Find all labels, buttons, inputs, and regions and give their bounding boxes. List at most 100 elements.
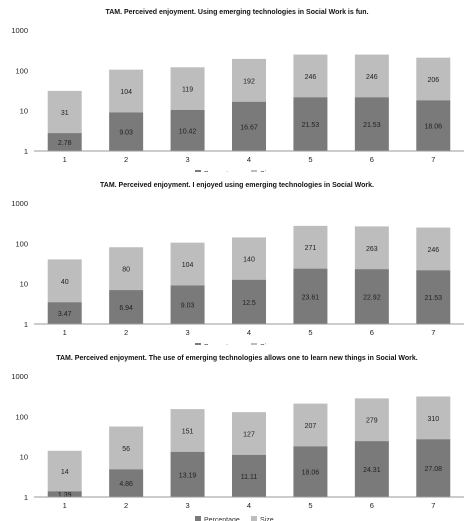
data-label-size: 104 <box>182 262 194 269</box>
chart-panel-2: TAM. Perceived enjoyment. I enjoyed usin… <box>11 182 464 345</box>
data-label-percentage: 21.53 <box>302 122 320 129</box>
data-label-size: 271 <box>305 245 317 252</box>
data-label-size: 207 <box>305 423 317 430</box>
bar-size <box>293 54 328 98</box>
bar-percentage <box>416 100 451 151</box>
data-label-percentage: 16.67 <box>240 124 258 131</box>
bar-size <box>47 259 82 303</box>
y-tick-label: 1000 <box>11 199 28 208</box>
chart-title: TAM. Perceived enjoyment. I enjoyed usin… <box>100 182 374 189</box>
bar-percentage <box>293 446 328 497</box>
bar-size <box>416 57 451 101</box>
legend-swatch-percentage <box>195 343 201 345</box>
bar-percentage <box>109 290 144 324</box>
bar-percentage <box>109 469 144 497</box>
bar-size <box>354 398 389 442</box>
x-tick-label: 5 <box>308 501 312 510</box>
y-tick-label: 1000 <box>11 372 28 381</box>
data-label-percentage: 6.94 <box>119 305 133 312</box>
bar-size <box>109 426 144 470</box>
data-label-percentage: 18.06 <box>425 124 443 131</box>
legend-swatch-size <box>251 516 257 521</box>
data-label-percentage: 22.92 <box>363 295 381 302</box>
x-tick-label: 7 <box>431 328 435 337</box>
bar-percentage <box>354 441 389 497</box>
bar-percentage <box>293 268 328 324</box>
legend-swatch-percentage <box>195 516 201 521</box>
bar-percentage <box>47 491 82 497</box>
y-tick-label: 1 <box>24 147 28 156</box>
bar-size <box>354 226 389 270</box>
data-label-size: 140 <box>243 257 255 264</box>
data-label-size: 56 <box>122 446 130 453</box>
bar-percentage <box>47 133 82 151</box>
x-tick-label: 6 <box>370 501 374 510</box>
x-tick-label: 6 <box>370 328 374 337</box>
bar-percentage <box>232 454 266 497</box>
data-label-percentage: 18.06 <box>302 470 320 477</box>
data-label-size: 246 <box>305 74 317 81</box>
data-label-size: 119 <box>182 87 193 94</box>
data-label-size: 104 <box>120 89 132 96</box>
bar-size <box>416 227 451 271</box>
legend-label-size: Size <box>260 344 274 345</box>
x-tick-label: 2 <box>124 328 128 337</box>
data-label-size: 80 <box>122 267 130 274</box>
data-label-percentage: 21.53 <box>363 122 381 129</box>
x-tick-label: 3 <box>185 155 189 164</box>
y-tick-label: 10 <box>20 453 28 462</box>
legend-label-size: Size <box>260 517 274 521</box>
data-label-percentage: 12.5 <box>242 300 256 307</box>
legend-swatch-percentage <box>195 170 201 172</box>
x-tick-label: 2 <box>124 155 128 164</box>
data-label-percentage: 9.03 <box>119 130 133 137</box>
bar-percentage <box>354 269 389 324</box>
y-tick-label: 1 <box>24 493 28 502</box>
x-tick-label: 3 <box>185 328 189 337</box>
bar-size <box>232 237 266 280</box>
legend-label-percentage: Percentage <box>204 171 240 172</box>
data-label-size: 310 <box>427 416 439 423</box>
y-tick-label: 10 <box>20 107 28 116</box>
data-label-size: 14 <box>61 469 69 476</box>
data-label-size: 263 <box>366 246 378 253</box>
x-tick-label: 3 <box>185 501 189 510</box>
bar-size <box>170 409 205 452</box>
legend-swatch-size <box>251 343 257 345</box>
x-tick-label: 4 <box>247 328 251 337</box>
x-tick-label: 2 <box>124 501 128 510</box>
bar-size <box>109 247 144 291</box>
legend-label-percentage: Percentage <box>204 517 240 521</box>
data-label-size: 246 <box>427 247 439 254</box>
bar-size <box>416 396 451 440</box>
y-tick-label: 100 <box>15 239 28 248</box>
bar-size <box>293 225 328 269</box>
data-label-size: 151 <box>182 428 194 435</box>
bar-percentage <box>416 439 451 497</box>
bar-percentage <box>354 97 389 151</box>
x-tick-label: 4 <box>247 155 251 164</box>
bar-percentage <box>170 109 205 151</box>
x-tick-label: 5 <box>308 328 312 337</box>
bar-percentage <box>109 112 144 151</box>
legend-label-percentage: Percentage <box>204 344 240 345</box>
bar-percentage <box>47 302 82 324</box>
y-tick-label: 100 <box>15 412 28 421</box>
bar-size <box>170 67 205 110</box>
bar-percentage <box>293 97 328 151</box>
data-label-percentage: 10.42 <box>179 128 197 135</box>
data-label-percentage: 21.53 <box>425 295 443 302</box>
x-tick-label: 1 <box>63 501 67 510</box>
bar-percentage <box>170 451 205 497</box>
bar-size <box>354 54 389 98</box>
legend-swatch-size <box>251 170 257 172</box>
legend-label-size: Size <box>260 171 274 172</box>
x-tick-label: 6 <box>370 155 374 164</box>
x-tick-label: 1 <box>63 328 67 337</box>
chart-panel-1: TAM. Perceived enjoyment. Using emerging… <box>11 9 464 172</box>
data-label-percentage: 2.78 <box>58 140 72 147</box>
data-label-size: 279 <box>366 418 378 425</box>
data-label-percentage: 23.61 <box>302 294 320 301</box>
data-label-size: 192 <box>243 78 255 85</box>
x-tick-label: 5 <box>308 155 312 164</box>
